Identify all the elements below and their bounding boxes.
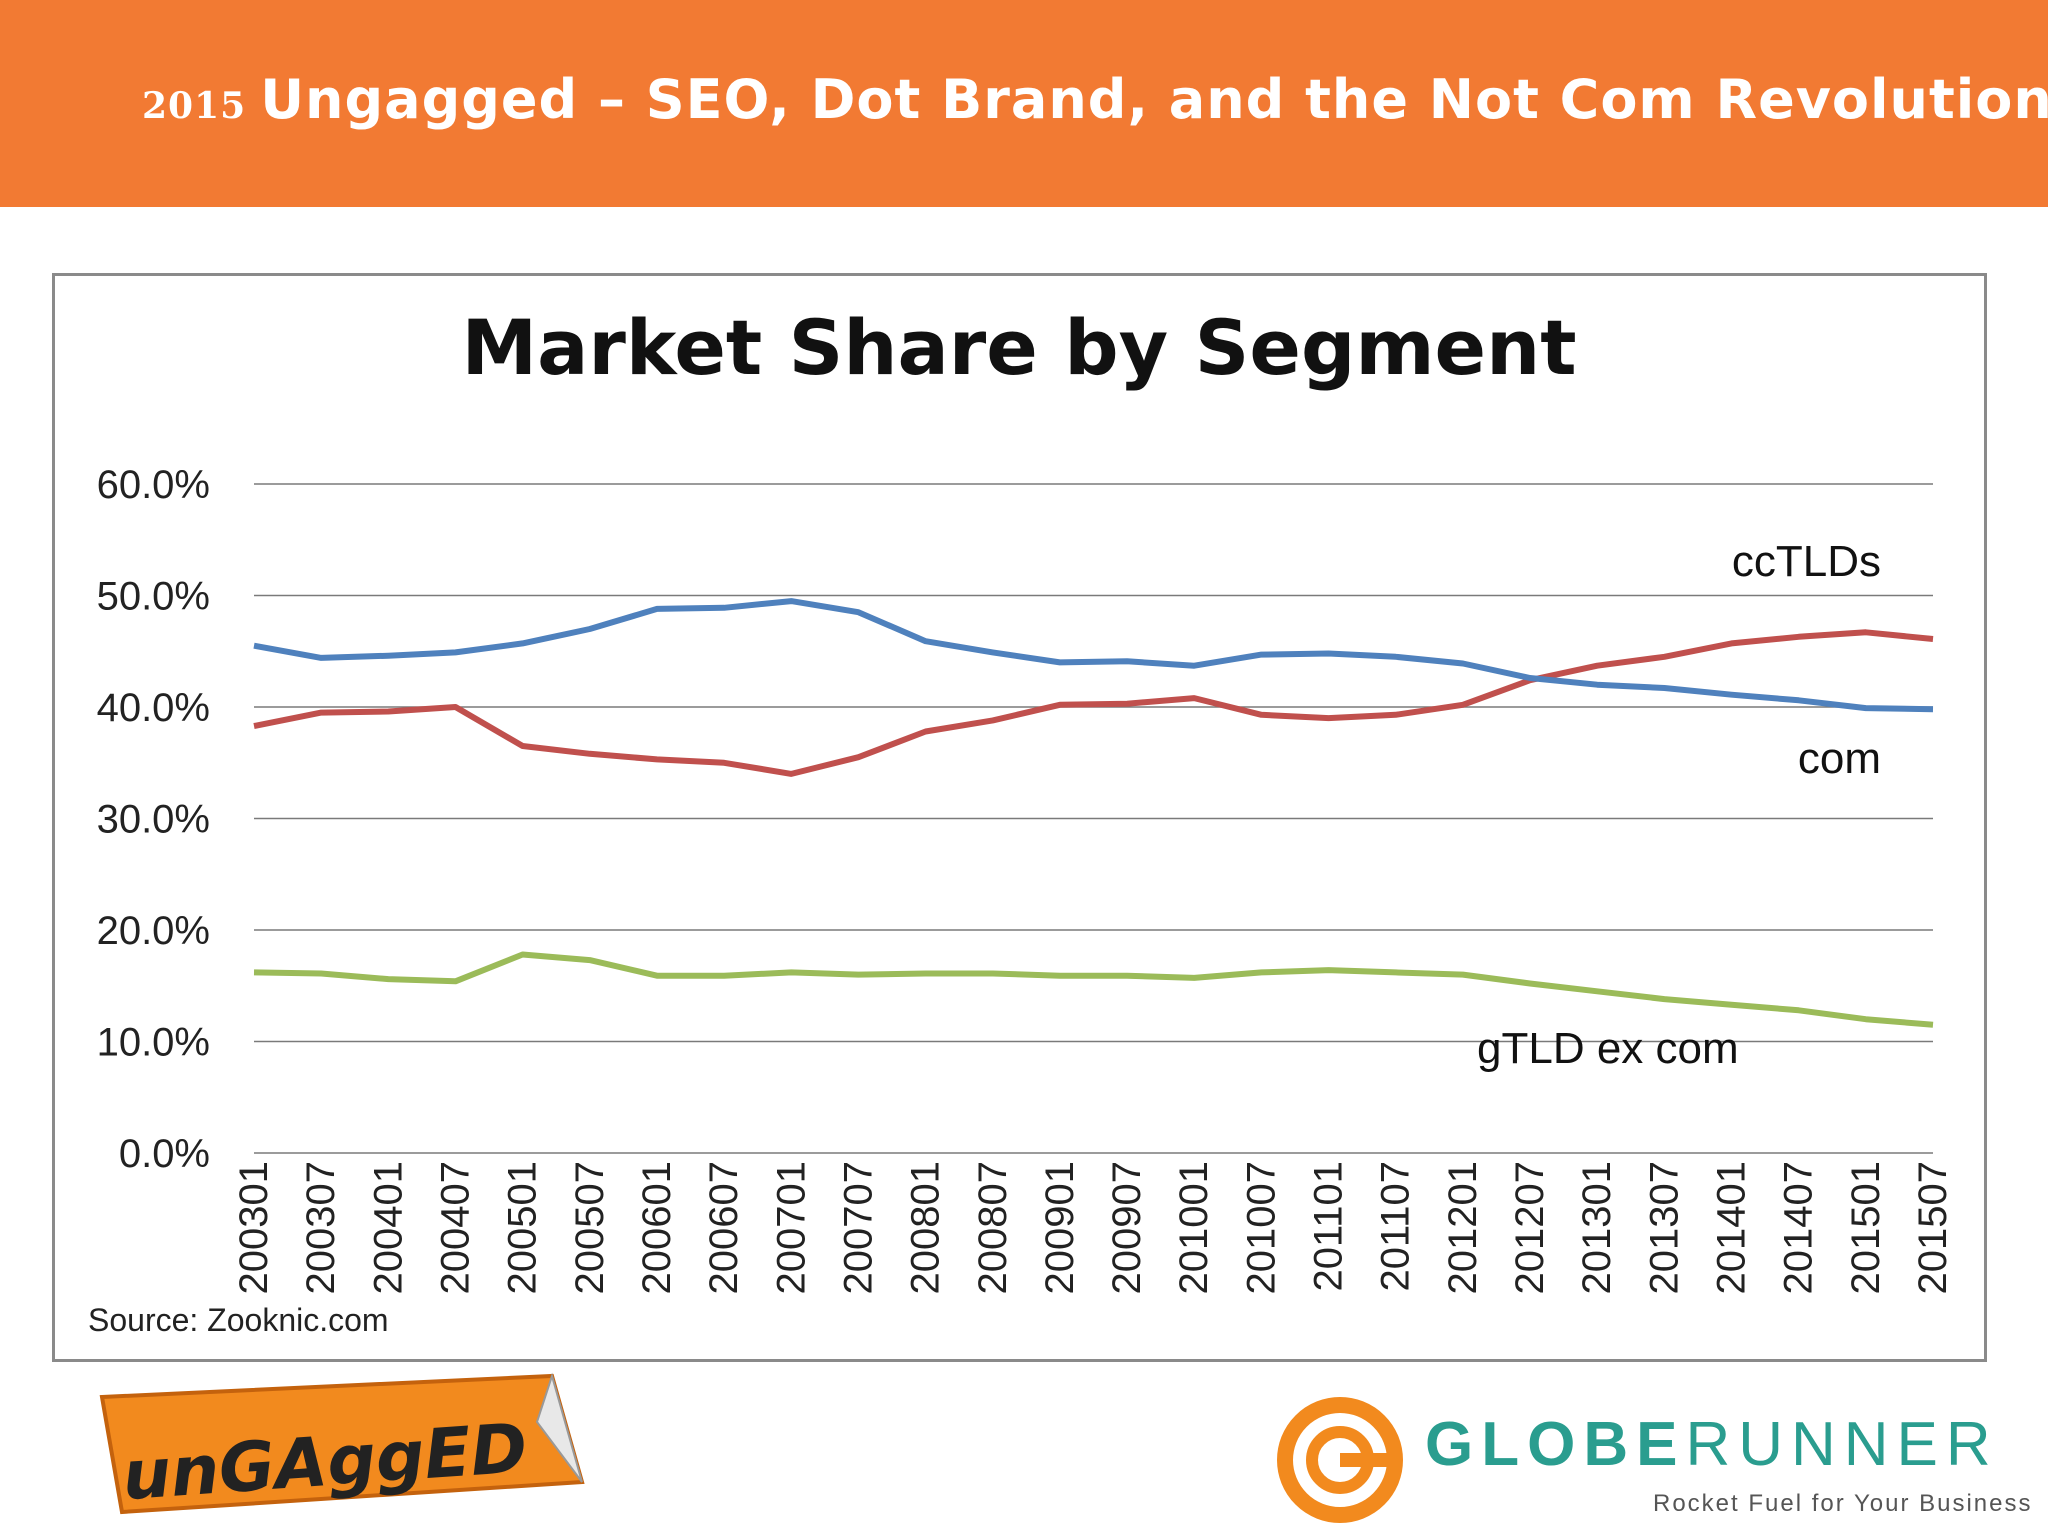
- x-tick-label: 201401: [1710, 1161, 1754, 1294]
- chart-title: Market Share by Segment: [461, 303, 1576, 392]
- y-tick-label: 50.0%: [97, 575, 210, 619]
- x-tick-label: 200407: [433, 1161, 477, 1294]
- x-tick-label: 200501: [501, 1161, 545, 1294]
- x-tick-label: 201207: [1508, 1161, 1552, 1294]
- x-tick-label: 200607: [702, 1161, 746, 1294]
- svg-text:GLOBERUNNER: GLOBERUNNER: [1425, 1410, 1999, 1479]
- x-tick-label: 201007: [1239, 1161, 1283, 1294]
- series-line-gtld-ex-com: [253, 951, 1934, 1028]
- globerunner-logo: GLOBERUNNER Rocket Fuel for Your Busines…: [1275, 1395, 2035, 1525]
- series-line-com: [253, 598, 1934, 713]
- series-label-gtld-ex-com: gTLD ex com: [1477, 1024, 1739, 1073]
- slide-title: 2015 Ungagged – SEO, Dot Brand, and the N…: [142, 68, 2048, 131]
- x-tick-label: 200307: [299, 1161, 343, 1294]
- series-label-com: com: [1798, 734, 1881, 783]
- ungagged-logo: unGAggED: [82, 1362, 602, 1532]
- series-line-cctlds: [253, 629, 1934, 777]
- x-tick-label: 200701: [769, 1161, 813, 1294]
- x-tick-label: 200301: [232, 1161, 276, 1294]
- x-tick-label: 200801: [904, 1161, 948, 1294]
- x-tick-label: 201001: [1172, 1161, 1216, 1294]
- y-tick-label: 20.0%: [97, 909, 210, 953]
- x-tick-label: 200807: [971, 1161, 1015, 1294]
- y-tick-label: 10.0%: [97, 1021, 210, 1065]
- x-tick-label: 200707: [836, 1161, 880, 1294]
- series-label-cctlds: ccTLDs: [1732, 537, 1881, 586]
- chart-frame: Market Share by Segment 0.0% 10.0% 20.0% 30…: [52, 273, 1987, 1362]
- slide-title-year: 2015: [142, 85, 247, 127]
- line-chart: Market Share by Segment 0.0% 10.0% 20.0% 30…: [88, 303, 1955, 1338]
- x-tick-label: 201201: [1441, 1161, 1485, 1294]
- x-tick-label: 201301: [1575, 1161, 1619, 1294]
- x-tick-label: 200907: [1105, 1161, 1149, 1294]
- x-tick-label: 201501: [1844, 1161, 1888, 1294]
- x-tick-label: 200601: [635, 1161, 679, 1294]
- y-tick-label: 0.0%: [119, 1132, 210, 1176]
- x-tick-label: 200507: [568, 1161, 612, 1294]
- x-tick-label: 200401: [366, 1161, 410, 1294]
- chart-source: Source: Zooknic.com: [88, 1302, 389, 1338]
- y-tick-label: 40.0%: [97, 686, 210, 730]
- y-tick-label: 30.0%: [97, 798, 210, 842]
- x-tick-label: 201307: [1642, 1161, 1686, 1294]
- x-tick-label: 201107: [1374, 1161, 1418, 1292]
- x-tick-label: 201101: [1307, 1161, 1351, 1292]
- x-tick-label: 201407: [1777, 1161, 1821, 1294]
- x-tick-label: 200901: [1038, 1161, 1082, 1294]
- slide-title-text: Ungagged – SEO, Dot Brand, and the Not C…: [260, 68, 2048, 131]
- y-tick-label: 60.0%: [97, 463, 210, 507]
- slide-header: 2015 Ungagged – SEO, Dot Brand, and the N…: [0, 0, 2048, 207]
- x-tick-label: 201507: [1911, 1161, 1955, 1294]
- svg-text:Rocket Fuel for Your Business: Rocket Fuel for Your Business: [1653, 1490, 2033, 1517]
